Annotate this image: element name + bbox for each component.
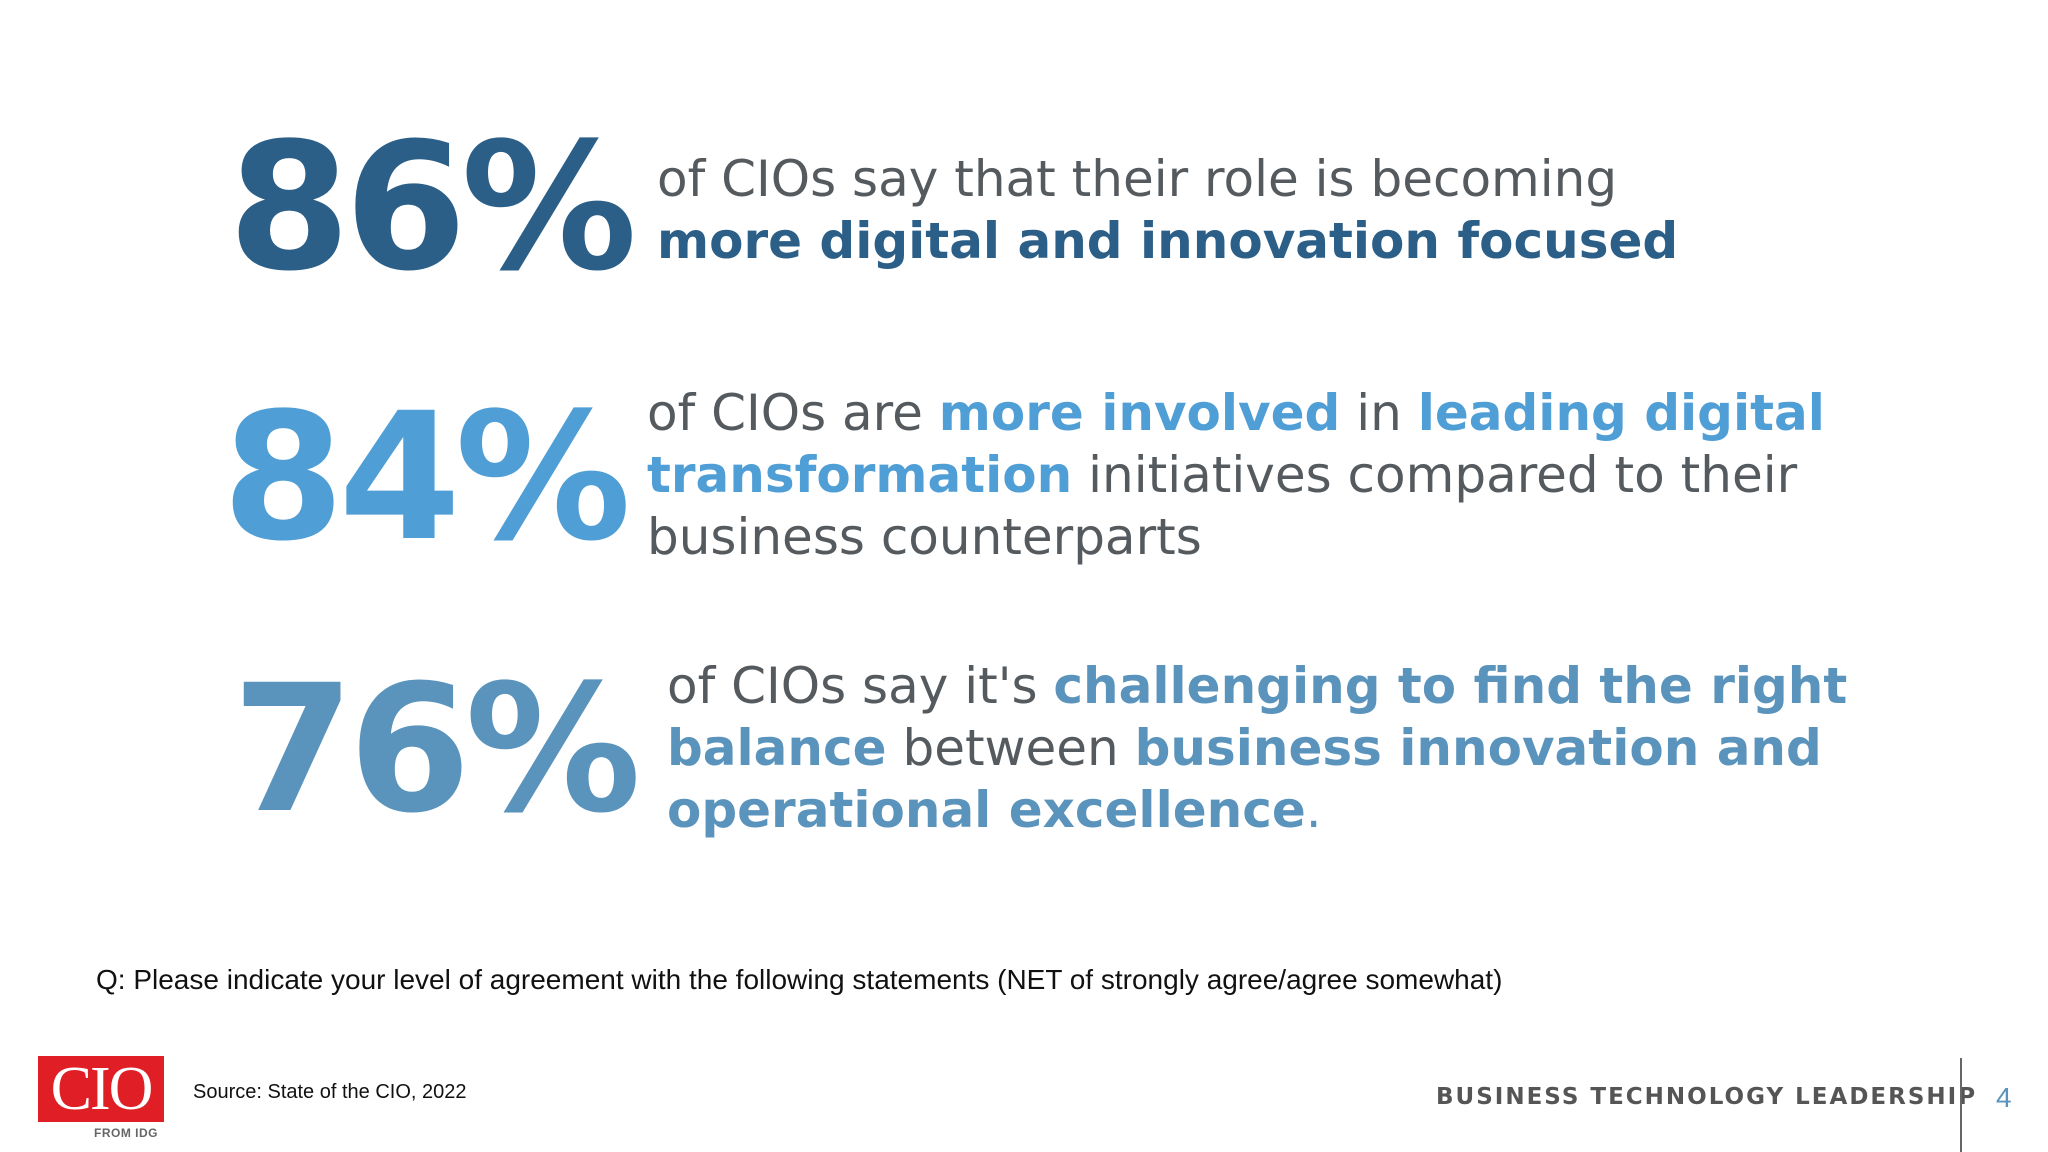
stat-3-text-b: between [886, 719, 1135, 777]
stat-3-period: . [1305, 781, 1322, 839]
stat-2-highlight-c: transformation [647, 446, 1073, 504]
footer-divider [1960, 1058, 1962, 1152]
stat-2-highlight-b: leading digital [1417, 384, 1825, 442]
footer-tagline: BUSINESS TECHNOLOGY LEADERSHIP [1436, 1084, 1978, 1110]
survey-question: Q: Please indicate your level of agreeme… [96, 964, 1503, 995]
stat-3-highlight-d: operational excellence [667, 781, 1306, 839]
stat-3-highlight-a: challenging to find the right [1053, 657, 1848, 715]
cio-logo: CIO [38, 1056, 164, 1122]
stat-3-text-a: of CIOs say it's [667, 657, 1054, 715]
stat-description-1: of CIOs say that their role is becoming … [657, 148, 1678, 272]
stat-2-highlight-a: more involved [938, 384, 1341, 442]
stat-2-text-b: in [1340, 384, 1418, 442]
stat-percent-3: 76% [232, 647, 641, 852]
stat-1-text: of CIOs say that their role is becoming [657, 150, 1618, 208]
stat-2-text-d: business counterparts [647, 508, 1202, 566]
stat-percent-1: 86% [228, 105, 637, 310]
source-note: Source: State of the CIO, 2022 [193, 1081, 467, 1103]
stat-1-highlight: more digital and innovation focused [657, 212, 1679, 270]
stat-percent-2: 84% [222, 375, 631, 580]
stat-2-text-a: of CIOs are [647, 384, 939, 442]
stat-description-2: of CIOs are more involved in leading dig… [647, 382, 1825, 568]
stat-description-3: of CIOs say it's challenging to find the… [667, 655, 1847, 841]
page-number: 4 [1996, 1082, 2012, 1113]
cio-logo-subtext: FROM IDG [94, 1126, 158, 1140]
stat-3-highlight-c: business innovation and [1134, 719, 1822, 777]
stat-2-text-c: initiatives compared to their [1072, 446, 1798, 504]
stat-3-highlight-b: balance [667, 719, 887, 777]
